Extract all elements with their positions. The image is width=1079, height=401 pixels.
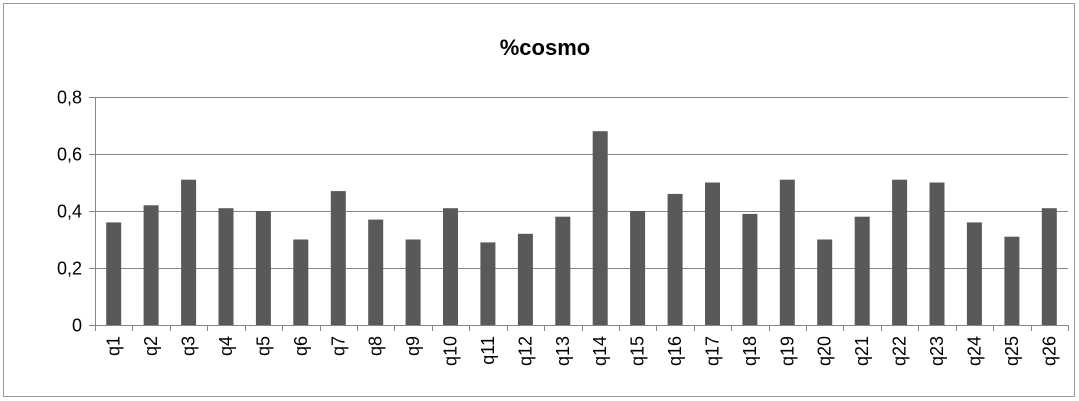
bar-q17 [705,182,720,325]
bar-q8 [368,219,384,325]
bar-q20 [817,239,833,325]
x-tick-label: q5 [253,336,273,356]
x-tick-label: q25 [1002,336,1022,366]
x-tick-label: q12 [515,336,535,366]
x-tick-label: q16 [665,336,685,366]
bar-q4 [218,208,234,325]
x-tick-label: q11 [478,336,498,365]
y-tick-label: 0,8 [57,88,82,108]
y-tick-label: 0 [72,316,82,336]
bar-q14 [592,131,608,325]
bar-q24 [966,222,982,325]
x-tick-label: q24 [964,336,984,366]
x-tick-label: q13 [553,336,573,366]
bar-q3 [181,179,197,325]
x-tick-label: q4 [216,336,236,356]
y-tick-label: 0,4 [57,202,82,222]
bar-q15 [630,211,646,325]
bar-q12 [517,233,533,325]
x-axis: q1 q2 q3 q4 q5 q6 q7 q8 q9 q10 q11 q12 q13 q14 q15 q16 q… [95,325,1069,366]
x-tick-label: q14 [590,336,610,366]
bar-q16 [667,193,683,325]
y-axis: 0 0,2 0,4 0,6 0,8 [57,88,96,336]
bar-q19 [779,179,795,325]
x-tick-label: q18 [740,336,760,366]
bar-q25 [1004,236,1020,325]
bar-q11 [480,242,496,325]
x-tick-label: q7 [328,336,348,356]
x-tick-label: q10 [441,336,461,366]
gridlines [95,97,1068,269]
bar-q26 [1041,208,1057,325]
bar-q10 [443,208,458,325]
bar-q23 [929,182,945,325]
x-tick-label: q17 [703,336,723,366]
chart-title: %cosmo [500,35,590,60]
x-tick-label: q1 [104,336,124,356]
x-tick-label: q22 [890,336,910,366]
x-tick-label: q15 [628,336,648,366]
x-tick-label: q20 [815,336,835,366]
x-tick-label: q21 [852,336,872,366]
bar-q7 [330,191,346,325]
bar-q21 [854,216,870,325]
x-tick-label: q8 [366,336,386,356]
bar-q18 [742,213,758,325]
x-tick-label: q26 [1039,336,1059,366]
bar-q13 [555,216,571,325]
bar-q6 [293,239,309,325]
bar-q22 [892,179,908,325]
bar-q1 [106,222,122,325]
bars [106,131,1057,325]
bar-q5 [255,211,271,325]
x-tick-label: q23 [927,336,947,366]
x-tick-label: q2 [141,336,161,356]
x-tick-label: q19 [777,336,797,366]
bar-q2 [143,205,159,325]
y-tick-label: 0,6 [57,145,82,165]
x-tick-label: q3 [179,336,199,356]
y-tick-label: 0,2 [57,259,82,279]
x-tick-label: q9 [403,336,423,356]
bar-q9 [405,239,421,325]
x-tick-label: q6 [291,336,311,356]
